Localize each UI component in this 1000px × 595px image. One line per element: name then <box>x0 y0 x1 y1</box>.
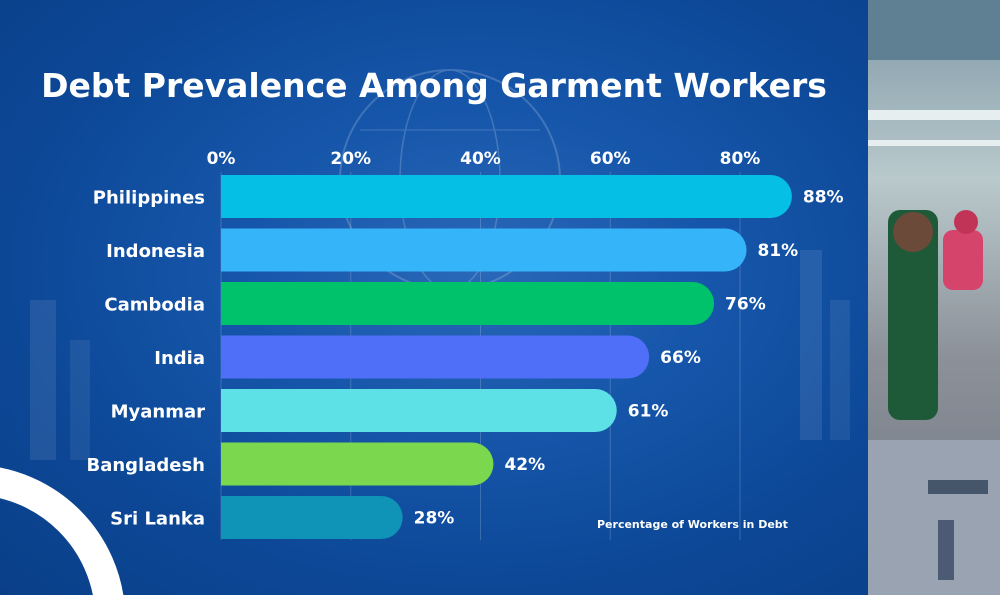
value-label: 66% <box>660 348 701 368</box>
value-label: 81% <box>757 241 798 261</box>
value-label: 42% <box>504 455 545 475</box>
value-label: 61% <box>628 402 669 422</box>
bar-myanmar <box>221 389 617 432</box>
bar-cambodia <box>221 282 715 325</box>
chart-title: Debt Prevalence Among Garment Workers <box>41 66 827 105</box>
value-label: 28% <box>414 509 455 529</box>
axis-note: Percentage of Workers in Debt <box>597 518 788 531</box>
bar-bangladesh <box>221 442 494 486</box>
x-tick-label: 60% <box>590 149 631 169</box>
category-label: Philippines <box>93 188 205 209</box>
category-label: Bangladesh <box>86 455 205 476</box>
bar-indonesia <box>221 228 747 272</box>
category-label: Myanmar <box>111 402 206 423</box>
bar-philippines <box>221 175 792 218</box>
category-label: Sri Lanka <box>110 509 205 530</box>
background-texture <box>30 69 850 460</box>
x-tick-label: 40% <box>460 149 501 169</box>
category-label: India <box>154 348 205 369</box>
category-label: Cambodia <box>104 295 205 316</box>
garment-factory-photo <box>868 0 1000 595</box>
bar-india <box>221 335 650 379</box>
x-tick-label: 80% <box>720 149 761 169</box>
value-label: 88% <box>803 188 844 208</box>
x-tick-label: 20% <box>330 149 371 169</box>
x-tick-label: 0% <box>207 149 236 169</box>
category-label: Indonesia <box>106 241 205 262</box>
bar-sri-lanka <box>221 496 403 539</box>
bar-chart: 0% 20% 40% 60% 80% Philippines Indonesia Cambo… <box>86 149 844 540</box>
value-label: 76% <box>725 295 766 315</box>
